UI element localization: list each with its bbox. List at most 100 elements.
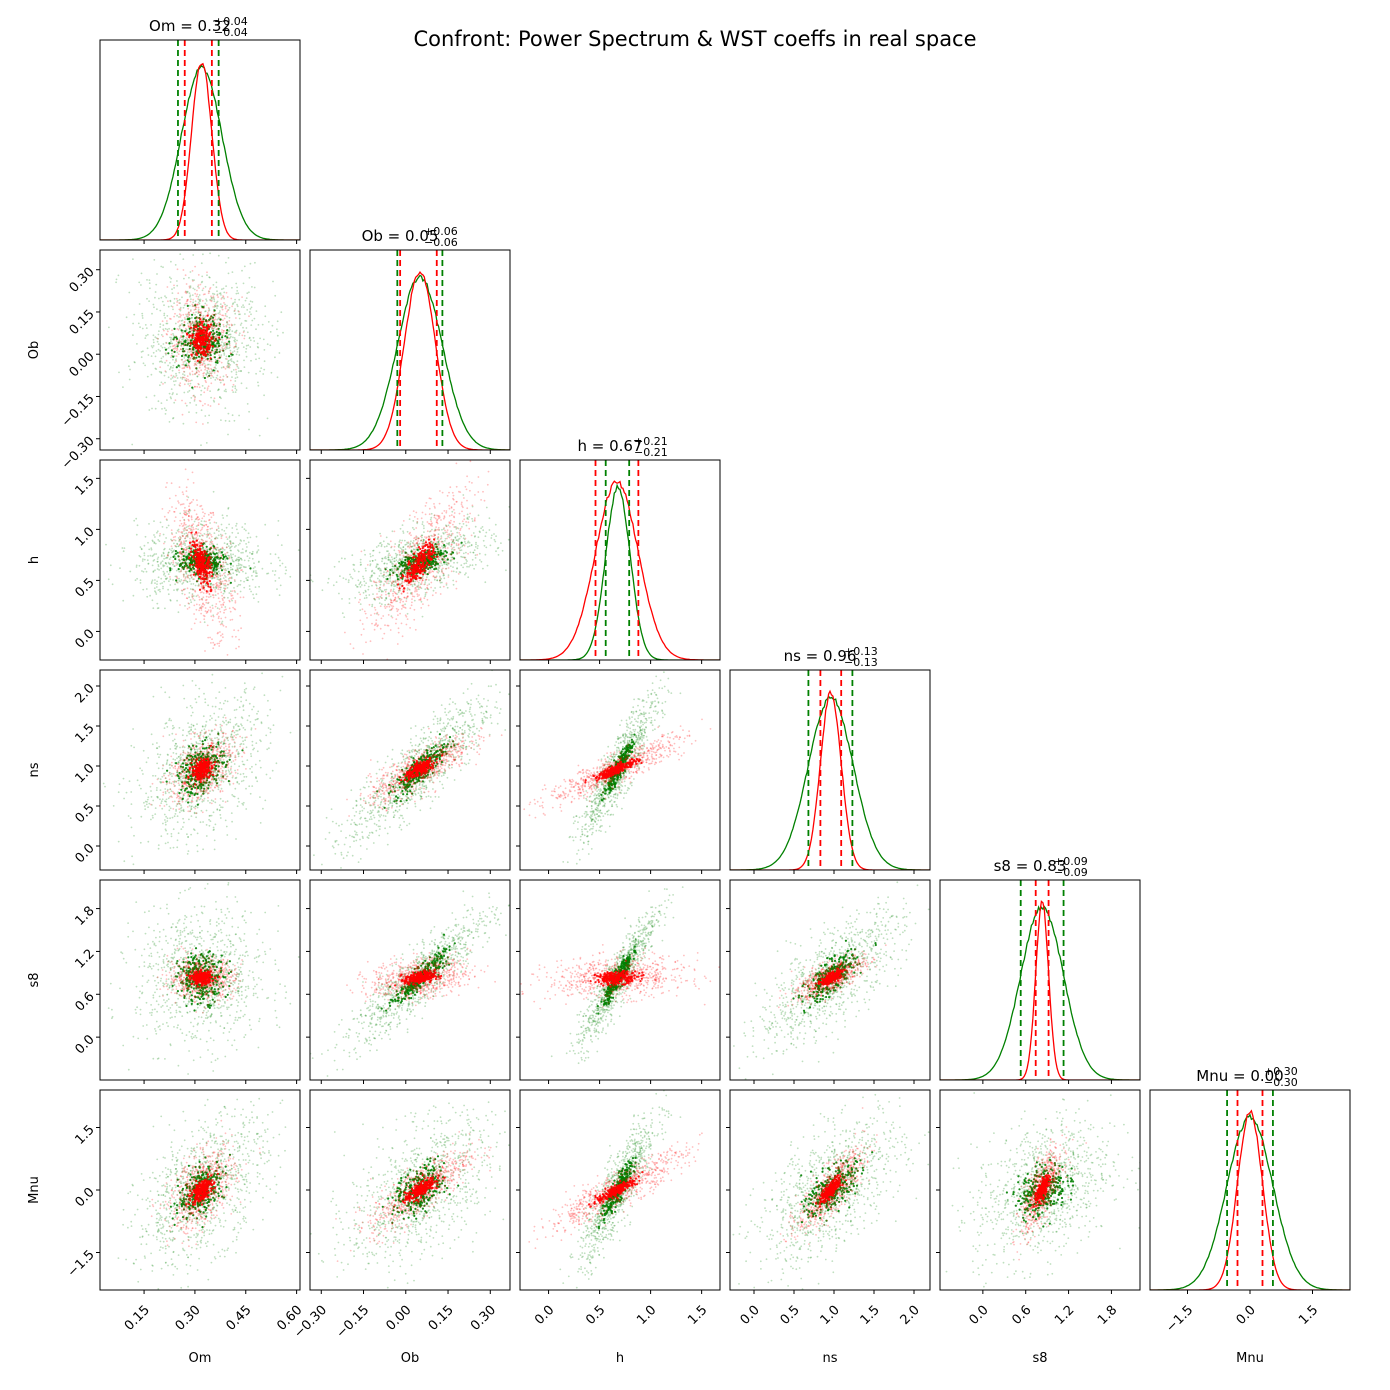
xtick-label-s8: 0.6 (1009, 1303, 1034, 1328)
panel-Om-s8: 0.0 0.6 1.2 1.8 s8 (27, 879, 301, 1084)
hist-green-ns (730, 695, 930, 870)
panel-s8-Mnu: 0.0 0.6 1.2 1.8 s8 (936, 1089, 1141, 1366)
panel-ns-ns: ns = 0.96+0.13−0.13 (729, 645, 931, 874)
xtick-label-Ob: −0.15 (334, 1303, 373, 1342)
xtick-label-h: 1.5 (685, 1303, 710, 1328)
ytick-label-s8: 1.2 (72, 946, 97, 971)
xtick-label-Om: 0.45 (224, 1303, 255, 1334)
axes-frame (1149, 1089, 1351, 1291)
xtick-label-Ob: 0.15 (426, 1303, 457, 1334)
scatter-red-Ob-s8 (346, 947, 496, 1010)
axes-frame (309, 459, 511, 661)
hist-red-Mnu (1150, 1109, 1350, 1290)
hist-green-s8 (940, 905, 1140, 1080)
scatter-red-Om-h (159, 468, 245, 656)
scatter-red-h-s8 (520, 944, 720, 1010)
panel-h-h: h = 0.67+0.21−0.21 (519, 435, 721, 664)
scatter-red-Ob-ns (346, 726, 503, 817)
axes-frame (99, 669, 301, 871)
scatter-red-ns-Mnu (779, 1107, 878, 1245)
axes-frame (519, 879, 721, 1081)
ytick-label-Mnu: −1.5 (65, 1248, 98, 1281)
scatter-red-Om-Ob (156, 265, 250, 425)
xtick-label-ns: 2.0 (898, 1303, 923, 1328)
title-Mnu: Mnu = 0.00 (1196, 1067, 1283, 1085)
figure-title: Confront: Power Spectrum & WST coeffs in… (413, 27, 976, 51)
xlabel-s8: s8 (1032, 1351, 1047, 1366)
ytick-label-Ob: 0.00 (67, 349, 98, 380)
panel-ns-s8 (726, 879, 931, 1084)
axes-frame (519, 459, 721, 661)
axes-frame (729, 879, 931, 1081)
scatter-green-h-Mnu (559, 1090, 682, 1289)
hist-red-Ob (310, 270, 510, 450)
title-plus-Mnu: +0.30 (1264, 1065, 1298, 1078)
title-Ob: Ob = 0.05 (362, 227, 439, 245)
axes-frame (519, 669, 721, 871)
xtick-label-h: 0.5 (583, 1303, 608, 1328)
panel-Ob-ns (306, 669, 511, 874)
xtick-label-h: 1.0 (634, 1303, 659, 1328)
xtick-label-Om: 0.30 (173, 1303, 204, 1334)
axes-frame (309, 669, 511, 871)
hist-red-s8 (940, 900, 1140, 1080)
xtick-label-s8: 1.8 (1095, 1303, 1120, 1328)
title-plus-Om: +0.04 (214, 15, 248, 28)
title-minus-Ob: −0.06 (424, 236, 458, 249)
scatter-green-h-s8 (550, 886, 684, 1065)
ytick-label-Ob: −0.15 (59, 392, 98, 431)
ytick-label-Ob: 0.30 (67, 265, 98, 296)
scatter-red-Ob-Mnu (335, 1131, 492, 1262)
ytick-label-h: 1.5 (72, 473, 97, 498)
axes-frame (99, 39, 301, 241)
panel-s8-s8: s8 = 0.83+0.09−0.09 (939, 855, 1141, 1084)
xtick-label-Mnu: −1.5 (1163, 1303, 1196, 1336)
scatter-red-Ob-h (344, 460, 490, 660)
xlabel-ns: ns (822, 1351, 837, 1366)
hist-red-ns (730, 689, 930, 870)
title-Om: Om = 0.32 (149, 17, 231, 35)
axes-frame (99, 879, 301, 1081)
panels-group: Om = 0.32+0.04−0.04−0.30−0.150.000.150.3… (27, 15, 1351, 1366)
axes-frame (99, 249, 301, 451)
xlabel-Om: Om (189, 1351, 212, 1366)
panel-h-ns (516, 669, 721, 874)
ytick-label-h: 0.5 (72, 575, 97, 600)
panel-ns-Mnu: 0.0 0.5 1.0 1.5 2.0 ns (726, 1089, 931, 1366)
ytick-label-ns: 1.5 (72, 721, 97, 746)
scatter-red-Om-s8 (156, 945, 244, 1014)
ytick-label-Ob: −0.30 (59, 434, 98, 473)
ytick-label-s8: 0.0 (72, 1032, 97, 1057)
ylabel-s8: s8 (27, 972, 42, 987)
ytick-label-ns: 0.5 (72, 801, 97, 826)
xtick-label-s8: 1.2 (1052, 1303, 1077, 1328)
scatter-red-h-Mnu (528, 1132, 703, 1250)
panel-Ob-h (306, 459, 511, 664)
scatter-red-Om-Mnu (150, 1119, 261, 1248)
xlabel-h: h (616, 1351, 624, 1366)
title-minus-Om: −0.04 (214, 26, 248, 39)
title-minus-ns: −0.13 (844, 656, 878, 669)
xtick-label-ns: 1.5 (858, 1303, 883, 1328)
title-minus-s8: −0.09 (1054, 866, 1088, 879)
axes-frame (309, 249, 511, 451)
xtick-label-ns: 0.5 (778, 1303, 803, 1328)
panel-h-Mnu: 0.0 0.5 1.0 1.5 h (516, 1089, 721, 1366)
xtick-label-Mnu: 0.0 (1234, 1303, 1259, 1328)
scatter-red-h-ns (523, 718, 712, 819)
ytick-label-ns: 0.0 (72, 841, 97, 866)
ytick-label-Mnu: 1.5 (72, 1123, 97, 1148)
xtick-label-Ob: 0.00 (384, 1303, 415, 1334)
ytick-label-s8: 1.8 (72, 904, 97, 929)
title-plus-s8: +0.09 (1054, 855, 1088, 868)
panel-Om-ns: 0.0 0.5 1.0 1.5 2.0 ns (27, 669, 301, 874)
panel-Om-Ob: −0.30−0.15 0.00 0.15 0.30 Ob (27, 249, 301, 473)
ylabel-h: h (27, 556, 42, 564)
scatter-red-s8-Mnu (1011, 1126, 1088, 1261)
panel-Ob-s8 (306, 879, 511, 1084)
scatter-red-Om-ns (150, 717, 257, 815)
scatter-green-Om-s8 (107, 882, 300, 1075)
